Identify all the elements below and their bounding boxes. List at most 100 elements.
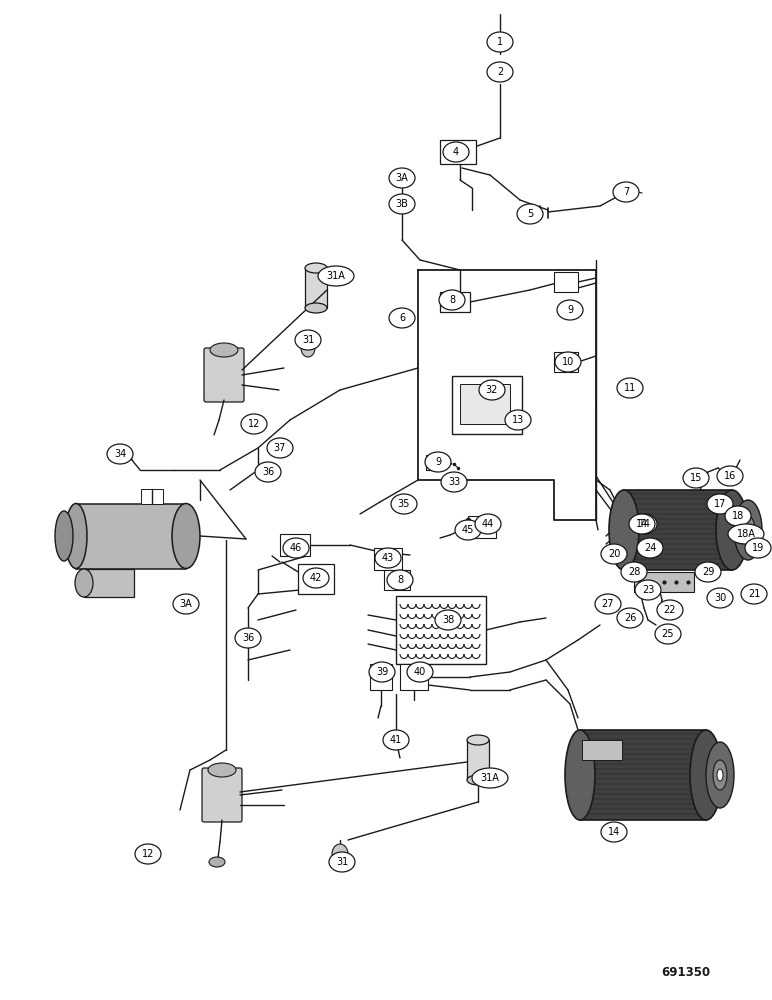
Ellipse shape bbox=[479, 380, 505, 400]
Text: 36: 36 bbox=[262, 467, 274, 477]
Text: 5: 5 bbox=[527, 209, 533, 219]
Bar bbox=[452, 376, 522, 434]
Bar bbox=[440, 140, 476, 164]
Bar bbox=[396, 596, 486, 664]
Bar bbox=[298, 564, 334, 594]
Ellipse shape bbox=[565, 730, 595, 820]
FancyBboxPatch shape bbox=[204, 348, 244, 402]
Bar bbox=[141, 489, 163, 504]
Text: 10: 10 bbox=[562, 357, 574, 367]
Ellipse shape bbox=[75, 569, 93, 597]
Ellipse shape bbox=[717, 769, 723, 781]
Text: 43: 43 bbox=[382, 553, 394, 563]
Text: 3A: 3A bbox=[180, 599, 192, 609]
Bar bbox=[280, 534, 310, 556]
Text: 39: 39 bbox=[376, 667, 388, 677]
Text: 4: 4 bbox=[453, 147, 459, 157]
Ellipse shape bbox=[318, 266, 354, 286]
Text: 23: 23 bbox=[642, 585, 654, 595]
Ellipse shape bbox=[235, 628, 261, 648]
Text: 30: 30 bbox=[714, 593, 726, 603]
Text: 19: 19 bbox=[752, 543, 764, 553]
Ellipse shape bbox=[637, 538, 663, 558]
Text: 14: 14 bbox=[608, 827, 620, 837]
Ellipse shape bbox=[301, 339, 315, 357]
Ellipse shape bbox=[172, 504, 200, 568]
Ellipse shape bbox=[609, 490, 639, 570]
Text: 16: 16 bbox=[724, 471, 736, 481]
Bar bbox=[634, 572, 694, 592]
Text: 7: 7 bbox=[623, 187, 629, 197]
FancyBboxPatch shape bbox=[202, 768, 242, 822]
Text: 9: 9 bbox=[435, 457, 441, 467]
Ellipse shape bbox=[443, 142, 469, 162]
Bar bbox=[384, 570, 410, 590]
Text: 33: 33 bbox=[448, 477, 460, 487]
Ellipse shape bbox=[728, 524, 764, 544]
Text: 25: 25 bbox=[662, 629, 674, 639]
Text: 28: 28 bbox=[628, 567, 640, 577]
Ellipse shape bbox=[690, 730, 722, 820]
Ellipse shape bbox=[487, 32, 513, 52]
Ellipse shape bbox=[487, 62, 513, 82]
Text: 29: 29 bbox=[702, 567, 714, 577]
Ellipse shape bbox=[455, 520, 481, 540]
Text: 22: 22 bbox=[664, 605, 676, 615]
Ellipse shape bbox=[329, 852, 355, 872]
Ellipse shape bbox=[717, 466, 743, 486]
Bar bbox=[440, 292, 470, 312]
Ellipse shape bbox=[387, 570, 413, 590]
Text: 15: 15 bbox=[690, 473, 703, 483]
Text: 34: 34 bbox=[114, 449, 126, 459]
Text: 18: 18 bbox=[732, 511, 744, 521]
Ellipse shape bbox=[716, 490, 748, 570]
Text: 11: 11 bbox=[624, 383, 636, 393]
Ellipse shape bbox=[657, 600, 683, 620]
Ellipse shape bbox=[209, 857, 225, 867]
Bar bbox=[468, 516, 496, 538]
Ellipse shape bbox=[439, 290, 465, 310]
Text: 12: 12 bbox=[248, 419, 260, 429]
Ellipse shape bbox=[745, 525, 751, 535]
Text: 46: 46 bbox=[290, 543, 302, 553]
Ellipse shape bbox=[617, 608, 643, 628]
Ellipse shape bbox=[375, 548, 401, 568]
Ellipse shape bbox=[295, 330, 321, 350]
Ellipse shape bbox=[467, 735, 489, 745]
Ellipse shape bbox=[210, 343, 238, 357]
Ellipse shape bbox=[713, 760, 727, 790]
Ellipse shape bbox=[391, 494, 417, 514]
Ellipse shape bbox=[734, 500, 762, 560]
Ellipse shape bbox=[517, 204, 543, 224]
Text: 45: 45 bbox=[462, 525, 474, 535]
Bar bbox=[580, 730, 706, 820]
Ellipse shape bbox=[208, 763, 236, 777]
Ellipse shape bbox=[472, 768, 508, 788]
Ellipse shape bbox=[475, 514, 501, 534]
Text: 14: 14 bbox=[636, 519, 648, 529]
Text: 42: 42 bbox=[310, 573, 322, 583]
Bar bbox=[554, 352, 578, 372]
Ellipse shape bbox=[635, 580, 661, 600]
Ellipse shape bbox=[617, 378, 643, 398]
Ellipse shape bbox=[655, 624, 681, 644]
Bar bbox=[84, 569, 134, 597]
Ellipse shape bbox=[741, 584, 767, 604]
Text: 24: 24 bbox=[644, 543, 656, 553]
Ellipse shape bbox=[283, 538, 309, 558]
Ellipse shape bbox=[173, 594, 199, 614]
Ellipse shape bbox=[425, 452, 451, 472]
Ellipse shape bbox=[601, 822, 627, 842]
Ellipse shape bbox=[629, 514, 655, 534]
Ellipse shape bbox=[683, 468, 709, 488]
Ellipse shape bbox=[725, 506, 751, 526]
Ellipse shape bbox=[613, 182, 639, 202]
Text: 3B: 3B bbox=[395, 199, 408, 209]
Text: 18A: 18A bbox=[736, 529, 756, 539]
Ellipse shape bbox=[55, 511, 73, 561]
Ellipse shape bbox=[601, 544, 627, 564]
Ellipse shape bbox=[107, 444, 133, 464]
Text: 44: 44 bbox=[482, 519, 494, 529]
Ellipse shape bbox=[555, 352, 581, 372]
Ellipse shape bbox=[305, 303, 327, 313]
